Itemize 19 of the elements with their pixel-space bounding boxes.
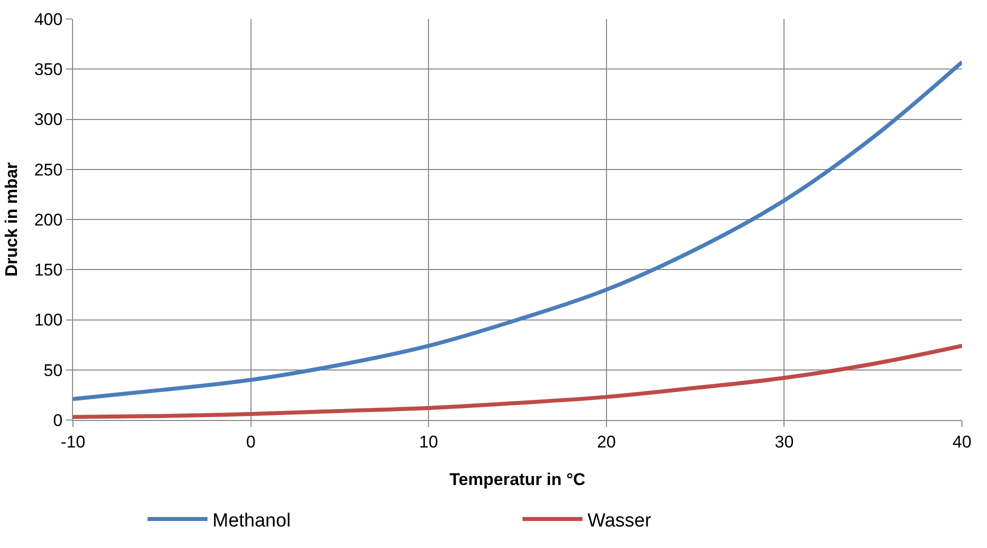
y-tick-label: 50 — [44, 360, 63, 380]
x-tick-label: 40 — [952, 432, 972, 452]
x-tick-label: 10 — [419, 432, 438, 452]
y-tick-label: 150 — [34, 260, 63, 280]
y-tick-label: 300 — [34, 110, 63, 130]
x-tick-label: 20 — [596, 432, 616, 452]
x-tick-label: 0 — [246, 432, 256, 452]
legend-label: Wasser — [588, 510, 652, 532]
x-tick-label: 30 — [774, 432, 794, 452]
y-tick-label: 200 — [34, 210, 63, 230]
y-tick-label: 250 — [34, 160, 63, 180]
y-tick-label: 0 — [53, 410, 63, 430]
x-tick-label: -10 — [60, 432, 86, 452]
y-axis-title: Druck in mbar — [2, 162, 21, 277]
x-axis-title: Temperatur in °C — [450, 470, 586, 489]
y-tick-label: 350 — [34, 60, 63, 80]
legend-label: Methanol — [212, 510, 291, 532]
y-tick-label: 100 — [34, 310, 63, 330]
y-tick-label: 400 — [34, 10, 63, 29]
